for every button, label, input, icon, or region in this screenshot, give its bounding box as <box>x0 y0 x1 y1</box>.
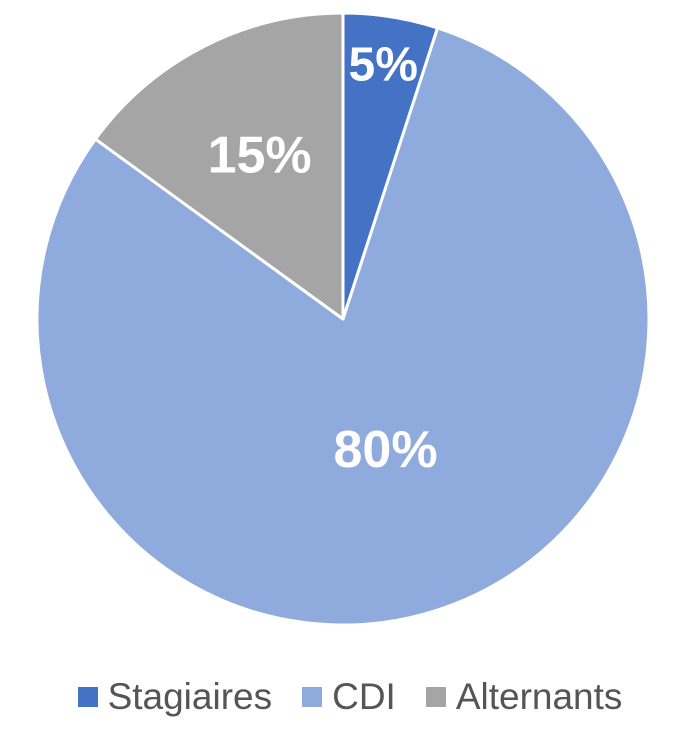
legend-item-alternants[interactable]: Alternants <box>425 676 623 718</box>
slice-label-cdi: 80% <box>334 421 438 479</box>
legend-item-cdi[interactable]: CDI <box>302 676 396 718</box>
pie-chart: 5% 80% 15% <box>35 11 651 627</box>
legend-label-alternants: Alternants <box>455 676 623 717</box>
slice-label-alternants: 15% <box>208 126 312 184</box>
legend: Stagiaires CDI Alternants <box>0 672 700 722</box>
slice-label-stagiaires: 5% <box>349 39 418 92</box>
legend-label-cdi: CDI <box>332 676 396 717</box>
legend-swatch-stagiaires <box>77 687 98 707</box>
pie-slice-alternants[interactable] <box>93 11 345 321</box>
pie-slice-cdi[interactable] <box>35 26 651 627</box>
legend-swatch-cdi <box>302 687 323 707</box>
legend-item-stagiaires[interactable]: Stagiaires <box>77 676 273 718</box>
legend-label-stagiaires: Stagiaires <box>107 676 273 717</box>
legend-swatch-alternants <box>425 687 446 707</box>
